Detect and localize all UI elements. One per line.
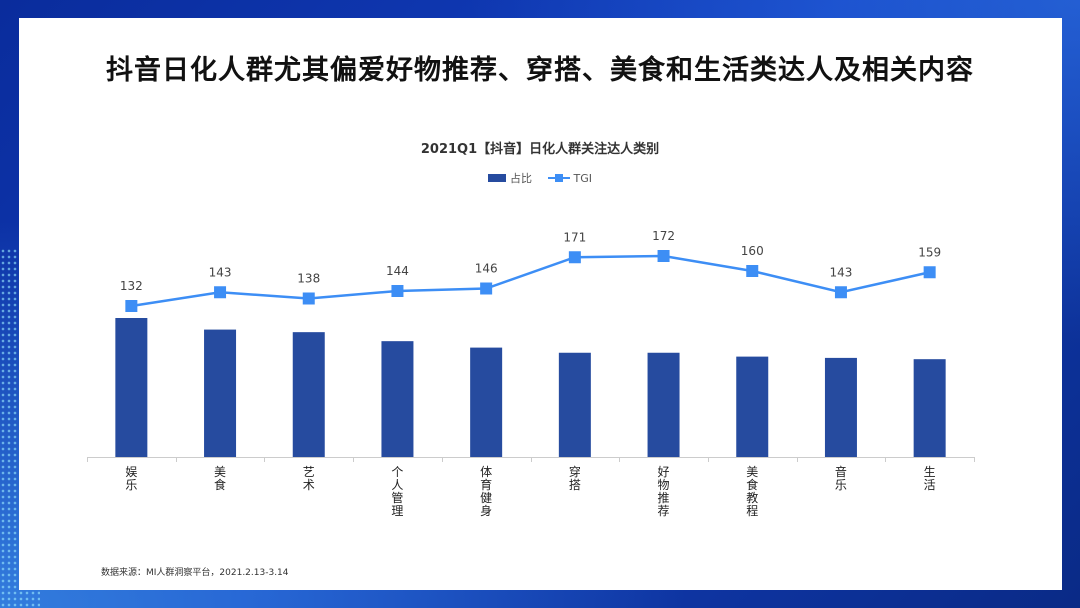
legend-bar-label: 占比: [510, 172, 532, 185]
bar-穿搭: [558, 352, 591, 457]
tgi-marker-个人管理: [391, 285, 404, 297]
legend-item-bar: 占比: [488, 170, 532, 186]
tgi-marker-娱乐: [125, 300, 138, 312]
bar-美食: [204, 329, 237, 457]
bar-美食教程: [736, 356, 769, 457]
x-tick-label: 个人管理: [391, 465, 404, 518]
x-tick-label: 美食: [214, 465, 227, 492]
tgi-data-label: 160: [741, 244, 764, 258]
tgi-marker-穿搭: [568, 251, 581, 264]
tgi-data-label: 143: [829, 265, 852, 279]
bar-好物推荐: [647, 352, 680, 457]
tgi-marker-艺术: [302, 292, 315, 305]
tgi-marker-美食教程: [746, 265, 759, 277]
x-tick-label: 体育健身: [480, 465, 493, 518]
chart-title: 2021Q1【抖音】日化人群关注达人类别: [420, 142, 660, 157]
tgi-data-label: 159: [918, 245, 941, 259]
data-source-note: 数据来源：MI人群洞察平台，2021.2.13-3.14: [101, 568, 289, 578]
page-title: 抖音日化人群尤其偏爱好物推荐、穿搭、美食和生活类达人及相关内容: [106, 55, 974, 86]
tgi-marker-美食: [214, 286, 227, 299]
bar-艺术: [292, 332, 325, 457]
bar-体育健身: [470, 347, 503, 457]
legend-bar-swatch: [488, 174, 506, 182]
x-tick-label: 好物推荐: [657, 465, 670, 518]
x-tick-label: 艺术: [302, 465, 315, 492]
x-tick-label: 生活: [923, 465, 936, 492]
legend-line-swatch: [547, 174, 570, 182]
tgi-marker-体育健身: [480, 282, 493, 295]
tgi-data-label: 172: [652, 229, 675, 243]
legend-item-line: TGI: [547, 171, 593, 185]
x-tick-label: 穿搭: [568, 465, 581, 492]
x-tick-label: 音乐: [834, 465, 847, 492]
tgi-data-label: 144: [386, 264, 409, 278]
tgi-marker-音乐: [834, 286, 847, 299]
bar-音乐: [824, 357, 857, 457]
tgi-data-label: 138: [297, 272, 320, 286]
tgi-data-label: 143: [209, 265, 232, 279]
bar-生活: [913, 359, 946, 457]
x-tick-label: 美食教程: [746, 465, 759, 518]
chart-legend: 占比 TGI: [0, 170, 1080, 186]
bar-个人管理: [381, 341, 414, 457]
tgi-data-label: 171: [563, 230, 586, 244]
tgi-data-label: 146: [475, 262, 498, 276]
bar-娱乐: [115, 318, 148, 457]
tgi-line: [131, 254, 930, 308]
x-tick-label: 娱乐: [125, 465, 138, 492]
tgi-marker-生活: [923, 266, 936, 279]
tgi-data-label: 132: [120, 279, 143, 293]
tgi-marker-好物推荐: [657, 250, 670, 262]
content-panel: [19, 18, 1062, 590]
legend-line-label: TGI: [573, 171, 593, 185]
